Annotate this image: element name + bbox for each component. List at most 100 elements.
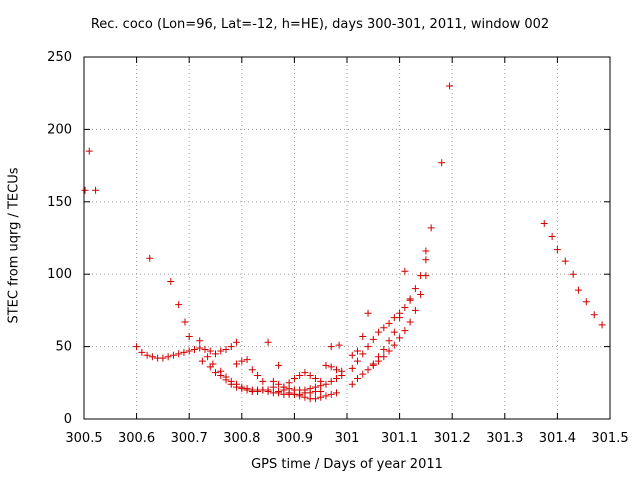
- data-point: [259, 386, 267, 394]
- data-point: [590, 311, 598, 319]
- data-point: [332, 389, 340, 397]
- x-tick-label: 300.6: [118, 431, 155, 446]
- data-point: [385, 319, 393, 327]
- x-tick-label: 301.5: [591, 431, 628, 446]
- data-point: [553, 246, 561, 254]
- data-point: [196, 344, 204, 352]
- data-point: [143, 351, 151, 359]
- data-point: [438, 159, 446, 167]
- grid-lines: [84, 57, 610, 419]
- data-point: [185, 332, 193, 340]
- data-point: [243, 386, 251, 394]
- data-point: [335, 341, 343, 349]
- data-point: [369, 360, 377, 368]
- data-point: [138, 348, 146, 356]
- x-tick-label: 300.8: [223, 431, 260, 446]
- data-point: [338, 367, 346, 375]
- data-point: [275, 380, 283, 388]
- data-point: [290, 374, 298, 382]
- data-point: [411, 285, 419, 293]
- data-point: [422, 247, 430, 255]
- chart-title: Rec. coco (Lon=96, Lat=-12, h=HE), days …: [90, 17, 550, 32]
- data-point: [375, 353, 383, 361]
- data-point: [264, 338, 272, 346]
- data-point: [548, 233, 556, 241]
- data-point: [364, 366, 372, 374]
- data-point: [248, 366, 256, 374]
- data-point: [327, 377, 335, 385]
- y-axis-ticks: 0 50 100 150 200 250: [47, 50, 610, 427]
- data-point: [275, 361, 283, 369]
- data-point: [264, 387, 272, 395]
- data-point: [275, 387, 283, 395]
- data-point: [348, 351, 356, 359]
- data-point: [285, 379, 293, 387]
- data-point: [561, 257, 569, 265]
- data-point: [227, 380, 235, 388]
- data-point: [269, 377, 277, 385]
- data-point: [396, 334, 404, 342]
- x-tick-label: 301: [335, 431, 360, 446]
- data-point: [233, 338, 241, 346]
- data-point: [364, 309, 372, 317]
- data-point: [233, 360, 241, 368]
- x-axis-ticks: 300.5 300.6 300.7 300.8 300.9 301 301.1 301.2 30…: [65, 57, 629, 446]
- data-point: [254, 387, 262, 395]
- data-point: [417, 272, 425, 280]
- data-point: [327, 363, 335, 371]
- y-tick-label: 100: [47, 267, 72, 282]
- data-point: [401, 327, 409, 335]
- data-point: [390, 341, 398, 349]
- data-point: [306, 372, 314, 380]
- data-point: [164, 353, 172, 361]
- data-point: [401, 267, 409, 275]
- data-point: [146, 254, 154, 262]
- data-point: [348, 364, 356, 372]
- data-point: [332, 374, 340, 382]
- x-tick-label: 300.7: [171, 431, 208, 446]
- data-point: [190, 345, 198, 353]
- data-point: [301, 386, 309, 394]
- data-point: [181, 318, 189, 326]
- data-point: [540, 220, 548, 228]
- data-point: [598, 321, 606, 329]
- data-point: [238, 357, 246, 365]
- data-point: [359, 370, 367, 378]
- data-point: [92, 186, 100, 194]
- y-tick-label: 0: [64, 412, 72, 427]
- data-point: [148, 353, 156, 361]
- data-point: [327, 390, 335, 398]
- data-point: [569, 270, 577, 278]
- data-point: [227, 343, 235, 351]
- data-point: [206, 347, 214, 355]
- data-point: [406, 318, 414, 326]
- y-tick-label: 50: [55, 340, 72, 355]
- data-point: [317, 377, 325, 385]
- data-point: [301, 369, 309, 377]
- data-point: [322, 380, 330, 388]
- x-axis-label: GPS time / Days of year 2011: [251, 457, 443, 472]
- data-point: [280, 383, 288, 391]
- data-point: [169, 351, 177, 359]
- data-point: [175, 301, 183, 309]
- data-point: [85, 147, 93, 155]
- x-tick-label: 301.4: [539, 431, 576, 446]
- data-point: [385, 337, 393, 345]
- data-point: [311, 374, 319, 382]
- data-point: [201, 345, 209, 353]
- data-point: [401, 304, 409, 312]
- data-point: [306, 385, 314, 393]
- x-tick-label: 301.2: [434, 431, 471, 446]
- data-point: [582, 298, 590, 306]
- data-point: [348, 380, 356, 388]
- data-point: [359, 332, 367, 340]
- data-point: [212, 350, 219, 358]
- data-point: [259, 377, 267, 385]
- data-point: [311, 383, 319, 391]
- data-point: [185, 347, 193, 355]
- y-tick-label: 150: [47, 195, 72, 210]
- data-point: [243, 356, 251, 364]
- data-point: [396, 314, 404, 322]
- data-point: [81, 186, 89, 194]
